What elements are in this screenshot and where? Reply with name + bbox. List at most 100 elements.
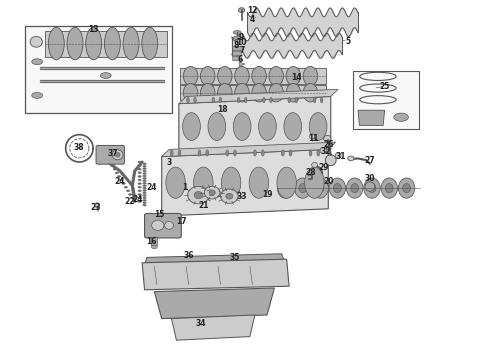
Text: 36: 36 bbox=[183, 251, 194, 260]
Ellipse shape bbox=[368, 184, 376, 193]
Text: 28: 28 bbox=[306, 168, 317, 177]
Text: 3: 3 bbox=[167, 158, 172, 166]
Text: 21: 21 bbox=[198, 201, 209, 210]
Ellipse shape bbox=[351, 184, 359, 193]
Ellipse shape bbox=[138, 168, 141, 170]
Ellipse shape bbox=[200, 84, 215, 102]
Text: 24: 24 bbox=[132, 195, 143, 204]
Ellipse shape bbox=[208, 113, 226, 140]
Ellipse shape bbox=[320, 147, 327, 154]
Ellipse shape bbox=[138, 176, 141, 177]
Ellipse shape bbox=[209, 190, 215, 195]
Ellipse shape bbox=[325, 155, 336, 166]
Text: 5: 5 bbox=[345, 37, 350, 46]
Text: 4: 4 bbox=[250, 15, 255, 24]
Ellipse shape bbox=[128, 194, 132, 195]
Ellipse shape bbox=[152, 220, 164, 230]
Ellipse shape bbox=[346, 178, 363, 198]
Ellipse shape bbox=[259, 113, 276, 140]
Ellipse shape bbox=[316, 184, 324, 193]
Ellipse shape bbox=[86, 27, 101, 60]
Ellipse shape bbox=[364, 178, 380, 198]
Ellipse shape bbox=[113, 168, 117, 170]
Ellipse shape bbox=[381, 178, 397, 198]
Ellipse shape bbox=[226, 193, 233, 199]
Text: 17: 17 bbox=[176, 217, 187, 226]
Ellipse shape bbox=[281, 150, 284, 156]
Ellipse shape bbox=[120, 179, 123, 181]
Polygon shape bbox=[358, 110, 385, 125]
Text: 13: 13 bbox=[88, 25, 98, 34]
Ellipse shape bbox=[143, 190, 146, 192]
Ellipse shape bbox=[143, 168, 146, 170]
Ellipse shape bbox=[143, 175, 146, 177]
Ellipse shape bbox=[143, 204, 146, 206]
Polygon shape bbox=[162, 142, 336, 157]
Ellipse shape bbox=[122, 183, 125, 185]
Ellipse shape bbox=[221, 167, 241, 198]
Ellipse shape bbox=[138, 161, 141, 163]
Ellipse shape bbox=[131, 197, 134, 199]
Ellipse shape bbox=[143, 173, 146, 175]
Ellipse shape bbox=[143, 163, 146, 165]
Ellipse shape bbox=[295, 97, 297, 103]
Text: 16: 16 bbox=[146, 237, 156, 246]
Ellipse shape bbox=[143, 180, 146, 182]
Ellipse shape bbox=[303, 67, 318, 85]
Ellipse shape bbox=[320, 97, 323, 103]
Ellipse shape bbox=[187, 97, 189, 103]
Text: 29: 29 bbox=[318, 163, 329, 172]
Ellipse shape bbox=[238, 8, 245, 12]
Ellipse shape bbox=[233, 113, 251, 140]
Text: 23: 23 bbox=[90, 202, 101, 211]
Ellipse shape bbox=[235, 67, 249, 85]
FancyBboxPatch shape bbox=[96, 145, 124, 164]
Ellipse shape bbox=[178, 150, 181, 156]
Ellipse shape bbox=[288, 97, 291, 103]
Ellipse shape bbox=[109, 161, 112, 163]
Ellipse shape bbox=[124, 186, 127, 188]
Text: 31: 31 bbox=[335, 152, 346, 161]
Ellipse shape bbox=[115, 172, 119, 174]
Ellipse shape bbox=[253, 150, 256, 156]
Ellipse shape bbox=[329, 178, 345, 198]
Text: 1: 1 bbox=[183, 183, 188, 192]
Ellipse shape bbox=[335, 153, 341, 158]
Ellipse shape bbox=[269, 67, 284, 85]
Ellipse shape bbox=[143, 165, 146, 167]
Polygon shape bbox=[179, 96, 331, 157]
Polygon shape bbox=[145, 254, 284, 265]
Ellipse shape bbox=[143, 197, 146, 199]
Ellipse shape bbox=[204, 186, 220, 199]
Text: 35: 35 bbox=[230, 253, 241, 262]
Text: 9: 9 bbox=[239, 33, 244, 42]
Ellipse shape bbox=[212, 97, 215, 103]
Ellipse shape bbox=[67, 27, 83, 60]
Ellipse shape bbox=[277, 178, 294, 198]
FancyBboxPatch shape bbox=[233, 46, 243, 51]
Text: 10: 10 bbox=[236, 38, 246, 47]
Ellipse shape bbox=[138, 190, 141, 192]
Ellipse shape bbox=[309, 113, 327, 140]
FancyBboxPatch shape bbox=[233, 51, 242, 55]
Text: 15: 15 bbox=[154, 210, 165, 219]
Ellipse shape bbox=[32, 59, 43, 64]
Ellipse shape bbox=[403, 184, 411, 193]
Ellipse shape bbox=[309, 150, 312, 156]
Text: 18: 18 bbox=[218, 105, 228, 114]
Ellipse shape bbox=[312, 162, 318, 167]
Text: 8: 8 bbox=[234, 41, 239, 50]
FancyBboxPatch shape bbox=[25, 26, 171, 113]
Ellipse shape bbox=[138, 201, 141, 203]
Ellipse shape bbox=[263, 97, 265, 103]
Ellipse shape bbox=[142, 27, 158, 60]
Ellipse shape bbox=[115, 153, 120, 157]
Ellipse shape bbox=[233, 36, 241, 40]
Ellipse shape bbox=[218, 84, 232, 102]
Polygon shape bbox=[172, 315, 255, 340]
Ellipse shape bbox=[282, 184, 290, 193]
Ellipse shape bbox=[386, 184, 393, 193]
Ellipse shape bbox=[170, 150, 173, 156]
Polygon shape bbox=[239, 62, 245, 67]
Ellipse shape bbox=[237, 97, 240, 103]
